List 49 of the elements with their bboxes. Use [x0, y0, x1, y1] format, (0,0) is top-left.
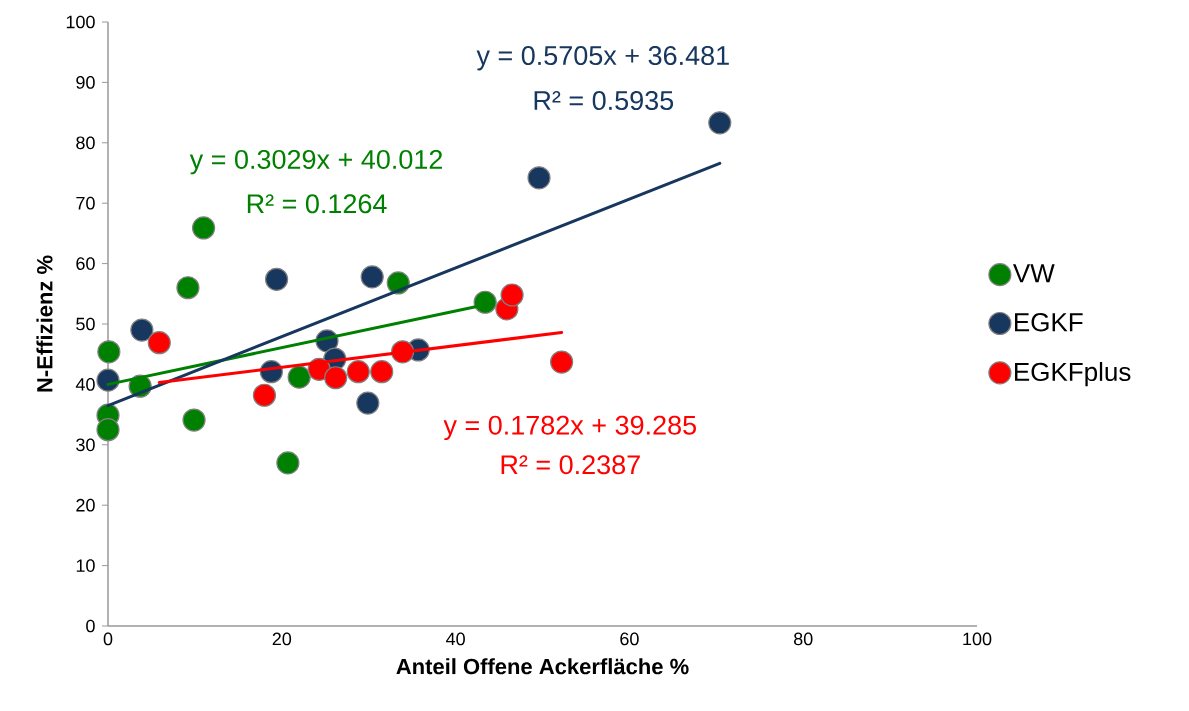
annotation: y = 0.1782x + 39.285 [443, 415, 696, 441]
y-tick-label: 10 [76, 559, 95, 572]
y-tick-label: 30 [76, 438, 95, 452]
point [527, 166, 551, 190]
legend-label: EGKF [1015, 313, 1083, 332]
point [176, 276, 200, 300]
point [182, 408, 206, 432]
y-tick-label: 70 [76, 196, 95, 210]
point [370, 360, 394, 384]
point [708, 111, 732, 135]
y-tick-label: 80 [76, 136, 95, 150]
annotation: R² = 0.2387 [501, 455, 640, 475]
y-tick-label: 50 [76, 317, 95, 331]
point [360, 265, 384, 289]
point [356, 391, 380, 415]
point [97, 340, 121, 364]
y-tick-label: 60 [76, 257, 95, 270]
x-tick-label: 60 [620, 632, 639, 646]
point [276, 451, 300, 475]
annotation: R² = 0.5935 [534, 90, 674, 111]
point [191, 216, 216, 240]
point [287, 365, 311, 389]
point [500, 283, 524, 307]
x-tick-label: 80 [793, 632, 813, 646]
annotation: R² = 0.1264 [247, 194, 387, 214]
y-tick-label: 100 [66, 15, 95, 29]
x-axis-title: Anteil Offene Ackerfläche % [396, 658, 689, 675]
annotation: y = 0.3029x + 40.012 [189, 149, 443, 175]
x-tick-label: 40 [446, 632, 465, 646]
point [96, 418, 120, 442]
annotation: y = 0.5705x + 36.481 [476, 46, 729, 71]
point [324, 366, 348, 390]
y-tick-label: 90 [76, 76, 95, 89]
point [147, 331, 171, 355]
point [473, 290, 497, 314]
point [550, 350, 574, 374]
y-axis-title: N-Effizienz % [36, 255, 53, 392]
y-tick-label: 0 [86, 619, 95, 633]
x-tick-label: 20 [272, 632, 292, 646]
y-tick-label: 20 [76, 498, 95, 512]
point [252, 383, 277, 407]
x-tick-label: 0 [103, 632, 113, 646]
point [264, 267, 289, 291]
x-tick-label: 100 [963, 632, 992, 646]
point [130, 318, 154, 342]
legend-label: VW [1012, 264, 1055, 283]
point [346, 360, 370, 384]
legend-label: EGKFplus [1015, 362, 1131, 387]
y-tick-label: 40 [75, 378, 95, 391]
